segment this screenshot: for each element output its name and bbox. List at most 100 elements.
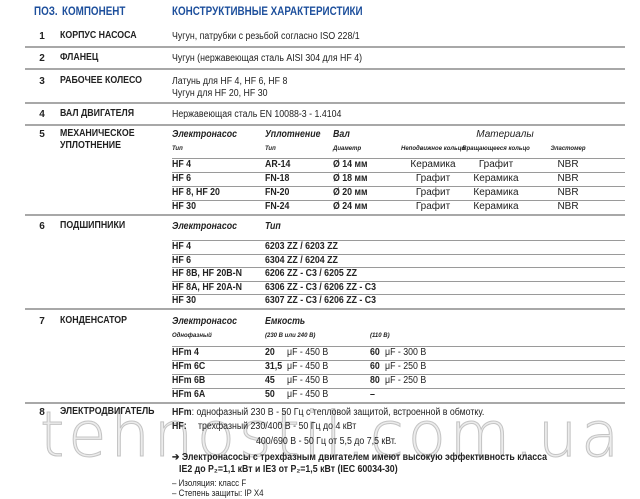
sub-header: Диаметр bbox=[333, 146, 362, 152]
capacitor-value-110: 60 bbox=[370, 347, 380, 358]
col-header: Тип bbox=[265, 221, 281, 232]
seal-stationary-ring: Керамика bbox=[410, 159, 456, 170]
row-number: 5 bbox=[39, 129, 45, 140]
seal-type: FN-20 bbox=[265, 187, 290, 198]
motor-hf-label: HF: bbox=[172, 421, 187, 432]
divider bbox=[25, 124, 625, 126]
component-text: Чугун, патрубки с резьбой согласно ISO 2… bbox=[172, 31, 360, 42]
seal-diameter: Ø 14 мм bbox=[333, 159, 368, 170]
bearing-pump: HF 4 bbox=[172, 241, 192, 252]
divider bbox=[25, 214, 625, 216]
header-component: КОМПОНЕНТ bbox=[62, 4, 126, 18]
capacitor-pump: HFm 4 bbox=[172, 347, 199, 358]
seal-stationary-ring: Графит bbox=[415, 173, 451, 184]
component-text: Чугун (нержавеющая сталь AISI 304 для HF… bbox=[172, 53, 363, 64]
divider bbox=[25, 308, 625, 310]
row-number: 1 bbox=[39, 31, 45, 42]
row-divider bbox=[172, 360, 625, 361]
row-divider bbox=[172, 253, 625, 255]
col-header: Электронасос bbox=[172, 316, 237, 327]
seal-type: FN-24 bbox=[265, 201, 290, 212]
capacitor-pump: HFm 6B bbox=[172, 375, 206, 386]
seal-elastomer: NBR bbox=[557, 187, 579, 198]
seal-pump: HF 8, HF 20 bbox=[172, 187, 220, 198]
motor-insulation: – Изоляция: класс F bbox=[172, 478, 247, 488]
col-header: Электронасос bbox=[172, 129, 237, 140]
seal-rotating-ring: Графит bbox=[478, 159, 514, 170]
row-divider bbox=[172, 200, 625, 201]
sub-header: Тип bbox=[172, 146, 183, 152]
seal-elastomer: NBR bbox=[557, 159, 579, 170]
capacitor-unit-230: μF - 450 В bbox=[287, 347, 329, 358]
seal-diameter: Ø 18 мм bbox=[333, 173, 368, 184]
seal-rotating-ring: Керамика bbox=[473, 201, 519, 212]
row-number: 8 bbox=[39, 407, 45, 418]
capacitor-value-230: 45 bbox=[265, 375, 275, 386]
component-name: КОРПУС НАСОСА bbox=[60, 30, 137, 41]
component-name: КОНДЕНСАТОР bbox=[60, 315, 127, 326]
divider bbox=[25, 68, 625, 70]
component-name: МЕХАНИЧЕСКОЕ bbox=[60, 128, 135, 139]
bearing-pump: HF 30 bbox=[172, 295, 196, 306]
row-divider bbox=[172, 158, 625, 159]
watermark: tehnostil.com.ua bbox=[39, 398, 624, 472]
bearing-pump: HF 8B, HF 20B-N bbox=[172, 268, 242, 279]
row-divider bbox=[172, 346, 625, 347]
component-name: РАБОЧЕЕ КОЛЕСО bbox=[60, 75, 143, 86]
row-number: 3 bbox=[39, 76, 45, 87]
seal-stationary-ring: Графит bbox=[415, 187, 451, 198]
bearing-pump: HF 8A, HF 20A-N bbox=[172, 281, 242, 293]
sub-header: Эластомер bbox=[550, 146, 586, 152]
row-divider bbox=[172, 186, 625, 187]
capacitor-value-230: 20 bbox=[265, 347, 275, 358]
capacitor-unit-110: μF - 300 В bbox=[385, 347, 427, 358]
sub-header: (110 В) bbox=[370, 333, 390, 339]
seal-diameter: Ø 20 мм bbox=[333, 187, 368, 198]
capacitor-unit-230: μF - 450 В bbox=[287, 361, 329, 372]
sub-header: Тип bbox=[265, 146, 276, 152]
bearing-type: 6307 ZZ - C3 / 6206 ZZ - C3 bbox=[265, 295, 377, 306]
component-name: ВАЛ ДВИГАТЕЛЯ bbox=[60, 108, 135, 119]
row-divider bbox=[172, 172, 625, 173]
component-text: Нержавеющая сталь EN 10088-3 - 1.4104 bbox=[172, 109, 342, 120]
row-divider bbox=[172, 374, 625, 375]
capacitor-value-110: – bbox=[370, 389, 375, 400]
capacitor-unit-110: μF - 250 В bbox=[385, 375, 427, 386]
divider bbox=[25, 102, 625, 104]
row-number: 7 bbox=[39, 316, 45, 327]
row-divider bbox=[172, 240, 625, 241]
capacitor-unit-230: μF - 450 В bbox=[287, 389, 329, 400]
component-name: ЭЛЕКТРОДВИГАТЕЛЬ bbox=[60, 406, 155, 417]
col-header: Материалы bbox=[476, 129, 534, 140]
component-name: УПЛОТНЕНИЕ bbox=[60, 140, 121, 151]
seal-rotating-ring: Керамика bbox=[473, 173, 519, 184]
col-header: Вал bbox=[333, 129, 350, 140]
component-text: Чугун для HF 20, HF 30 bbox=[172, 88, 268, 99]
sub-header: Неподвижное кольцо bbox=[400, 146, 466, 152]
row-divider bbox=[172, 388, 625, 389]
row-number: 2 bbox=[39, 53, 45, 64]
capacitor-value-110: 60 bbox=[370, 361, 380, 372]
col-header: Электронасос bbox=[172, 221, 237, 232]
motor-hf-text2: 400/690 В - 50 Гц от 5,5 до 7,5 кВт. bbox=[256, 436, 397, 447]
seal-elastomer: NBR bbox=[557, 173, 579, 184]
row-divider bbox=[172, 280, 625, 282]
capacitor-value-230: 50 bbox=[265, 389, 275, 400]
bearing-type: 6304 ZZ / 6204 ZZ bbox=[265, 254, 338, 266]
motor-note: IE2 до P₂=1,1 кВт и IE3 от P₂=1,5 кВт (I… bbox=[179, 464, 398, 475]
motor-hf-text: трехфазный 230/400 В - 50 Гц до 4 кВт bbox=[198, 421, 357, 432]
seal-type: AR-14 bbox=[265, 159, 291, 170]
seal-elastomer: NBR bbox=[557, 201, 579, 212]
component-name: ФЛАНЕЦ bbox=[60, 52, 99, 63]
capacitor-pump: HFm 6A bbox=[172, 389, 206, 400]
row-number: 6 bbox=[39, 221, 45, 232]
capacitor-unit-110: μF - 250 В bbox=[385, 361, 427, 372]
divider bbox=[25, 46, 625, 48]
col-header: Емкость bbox=[265, 316, 306, 327]
component-text: Латунь для HF 4, HF 6, HF 8 bbox=[172, 76, 288, 87]
row-divider bbox=[172, 267, 625, 268]
col-header: Уплотнение bbox=[265, 129, 321, 140]
sub-header: Вращающееся кольцо bbox=[462, 146, 530, 152]
bearing-pump: HF 6 bbox=[172, 254, 192, 266]
motor-note: ➔ Электронасосы с трехфазным двигателем … bbox=[172, 452, 548, 463]
